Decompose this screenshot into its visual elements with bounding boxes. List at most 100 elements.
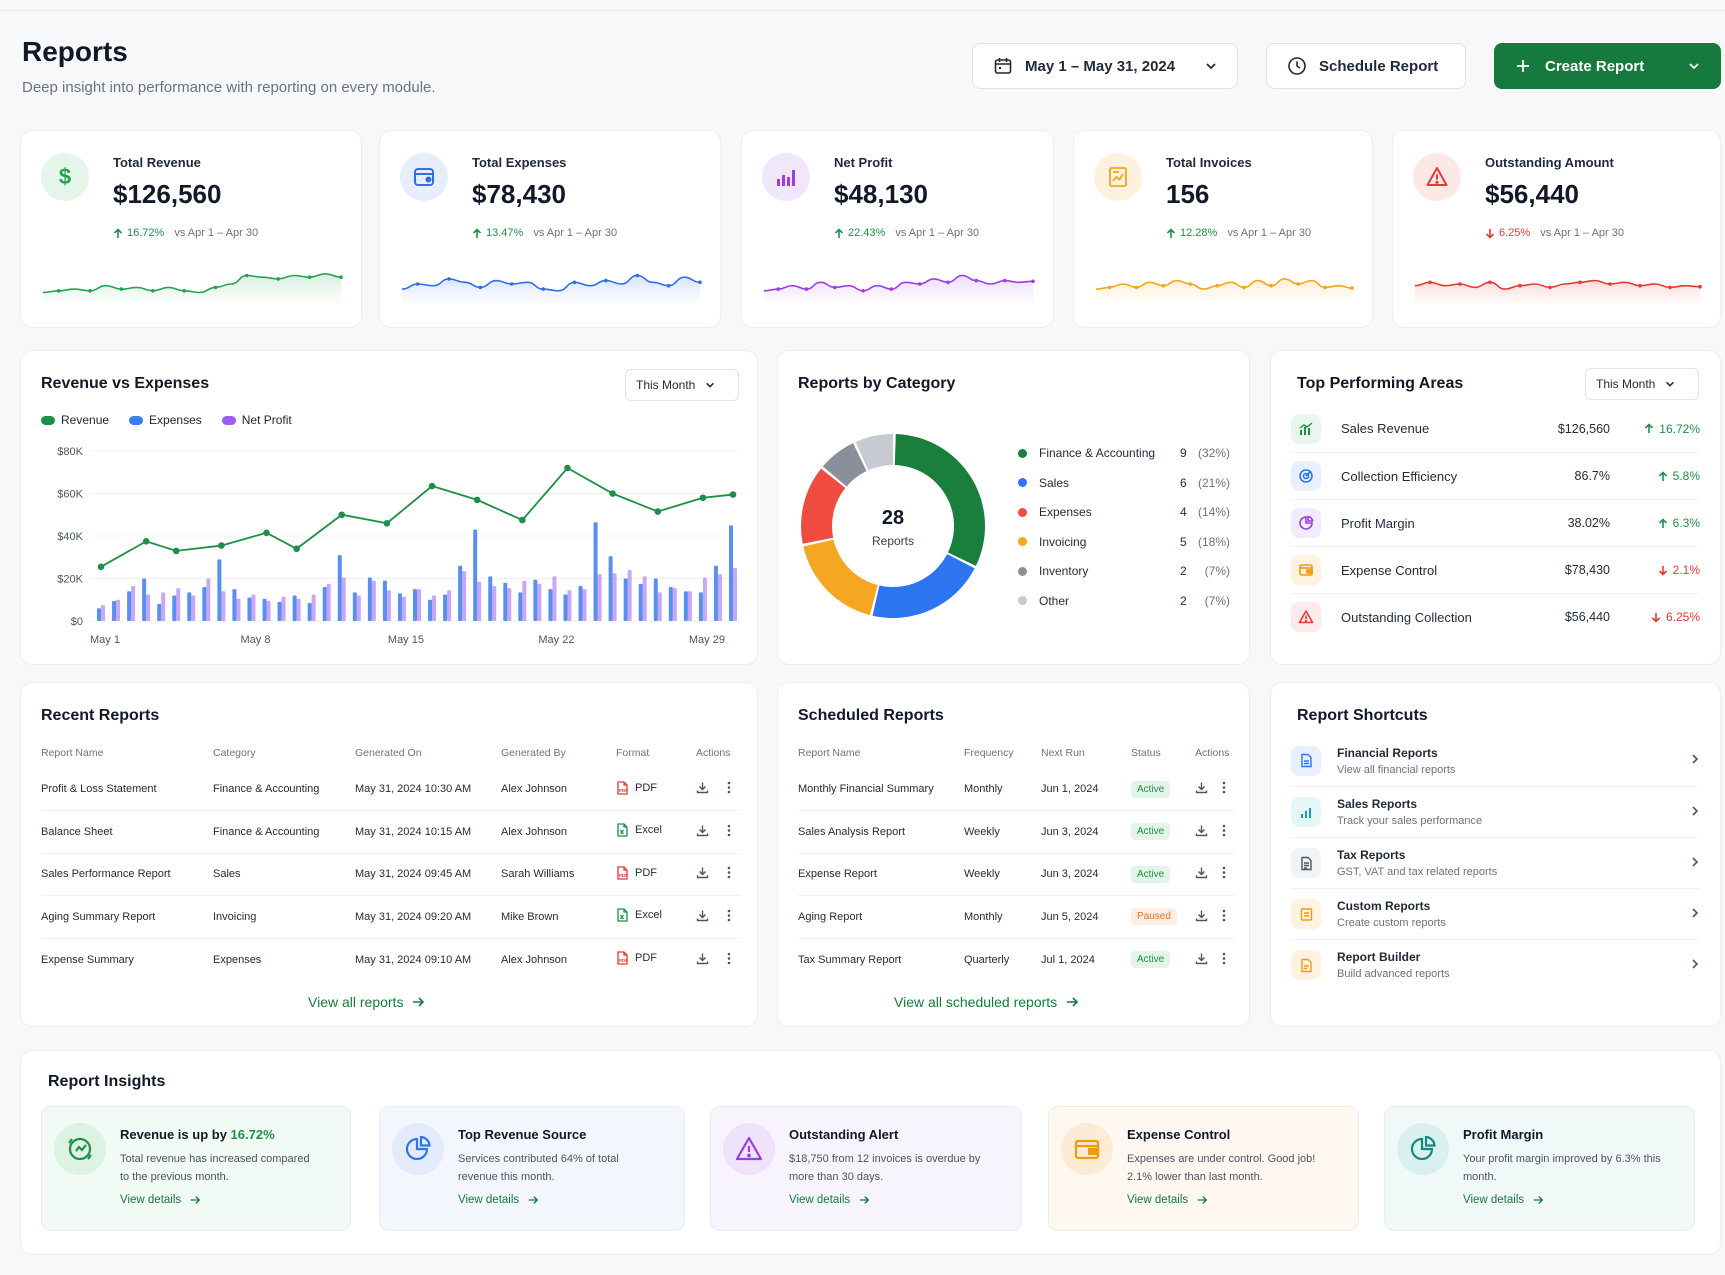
scheduled-report-name[interactable]: Aging Report (798, 895, 964, 938)
shortcut-item-sales-reports[interactable]: Sales Reports Track your sales performanc… (1291, 786, 1700, 837)
download-icon[interactable] (1195, 866, 1208, 879)
top-area-row[interactable]: Sales Revenue $126,560 16.72% (1291, 405, 1700, 452)
kpi-sparkline-point (1548, 285, 1552, 290)
shortcut-item-tax-reports[interactable]: Tax Reports GST, VAT and tax related repo… (1291, 837, 1700, 888)
table-row[interactable]: Tax Summary Report Quarterly Jul 1, 2024 Ac… (798, 937, 1235, 981)
bar-expenses (157, 604, 162, 621)
table-row[interactable]: Profit & Loss Statement Finance & Account… (41, 768, 741, 811)
kpi-label: Net Profit (834, 155, 893, 170)
table-row[interactable]: Expense Summary Expenses May 31, 2024 09:1… (41, 937, 741, 981)
download-icon[interactable] (696, 866, 709, 879)
report-name[interactable]: Aging Summary Report (41, 895, 213, 938)
insight-view-details-link[interactable]: View details (458, 1194, 539, 1206)
table-row[interactable]: Aging Summary Report Invoicing May 31, 202… (41, 895, 741, 938)
category-pct: (7%) (1204, 564, 1230, 578)
kpi-sparkline-area (1096, 278, 1352, 305)
kpi-sparkline-point (88, 289, 92, 293)
action-buttons (696, 952, 731, 965)
reports-by-category-card: Reports by Category 28 Reports Finance &… (777, 350, 1250, 665)
more-vertical-icon[interactable] (1222, 866, 1226, 879)
kpi-card-total-expenses[interactable]: Total Expenses $78,430 13.47% vs Apr 1 – Ap… (379, 130, 721, 328)
table-row[interactable]: Monthly Financial Summary Monthly Jun 1, 2… (798, 768, 1235, 811)
shortcut-item-custom-reports[interactable]: Custom Reports Create custom reports (1291, 888, 1700, 939)
top-areas-period-label: This Month (1596, 377, 1656, 391)
scheduled-report-name[interactable]: Expense Report (798, 852, 964, 896)
download-icon[interactable] (696, 909, 709, 922)
revenue-period-dropdown[interactable]: This Month (625, 369, 739, 401)
view-all-scheduled-link[interactable]: View all scheduled reports (894, 994, 1079, 1010)
more-vertical-icon[interactable] (1222, 952, 1226, 965)
insight-title-text: Top Revenue Source (458, 1127, 587, 1142)
top-performing-areas-card: Top Performing Areas This Month Sales Re… (1270, 350, 1721, 665)
top-area-row[interactable]: Outstanding Collection $56,440 6.25% (1291, 593, 1700, 640)
schedule-report-button[interactable]: Schedule Report (1266, 43, 1466, 89)
view-all-reports-link[interactable]: View all reports (308, 994, 425, 1010)
download-icon[interactable] (696, 824, 709, 837)
insight-card[interactable]: Outstanding Alert $18,750 from 12 invoice… (710, 1106, 1022, 1231)
shortcut-desc: View all financial reports (1337, 763, 1456, 776)
point-revenue (473, 496, 481, 504)
arrow-right-icon (190, 1196, 201, 1204)
kpi-card-total-invoices[interactable]: Total Invoices 156 12.28% vs Apr 1 – Apr 30 (1073, 130, 1373, 328)
more-vertical-icon[interactable] (1222, 781, 1226, 794)
chevron-down-icon[interactable] (1688, 60, 1700, 72)
download-icon[interactable] (696, 952, 709, 965)
insight-card[interactable]: Profit Margin Your profit margin improved… (1384, 1106, 1695, 1231)
row-actions (696, 895, 741, 938)
insight-card[interactable]: Revenue is up by 16.72% Total revenue has… (41, 1106, 351, 1231)
download-icon[interactable] (1195, 781, 1208, 794)
top-areas-period-dropdown[interactable]: This Month (1585, 368, 1699, 400)
x-tick-label: May 8 (240, 634, 270, 646)
date-range-picker[interactable]: May 1 – May 31, 2024 (972, 43, 1238, 89)
insight-view-details-link[interactable]: View details (1127, 1194, 1208, 1206)
scheduled-report-name[interactable]: Sales Analysis Report (798, 810, 964, 853)
table-row[interactable]: Sales Analysis Report Weekly Jun 3, 2024 Ac… (798, 810, 1235, 853)
more-vertical-icon[interactable] (727, 866, 731, 879)
report-name[interactable]: Sales Performance Report (41, 852, 213, 896)
top-area-row[interactable]: Profit Margin 38.02% 6.3% (1291, 499, 1700, 546)
more-vertical-icon[interactable] (1222, 909, 1226, 922)
more-vertical-icon[interactable] (1222, 824, 1226, 837)
kpi-card-outstanding-amount[interactable]: Outstanding Amount $56,440 6.25% vs Apr 1 –… (1392, 130, 1721, 328)
shortcut-item-financial-reports[interactable]: Financial Reports View all financial repo… (1291, 735, 1700, 786)
download-icon[interactable] (696, 781, 709, 794)
insight-view-details-link[interactable]: View details (120, 1194, 201, 1206)
bar-expenses (247, 597, 252, 621)
more-vertical-icon[interactable] (727, 781, 731, 794)
kpi-card-net-profit[interactable]: Net Profit $48,130 22.43% vs Apr 1 – Apr 30 (741, 130, 1054, 328)
insight-view-details-link[interactable]: View details (789, 1194, 870, 1206)
top-area-row[interactable]: Collection Efficiency 86.7% 5.8% (1291, 452, 1700, 499)
kpi-delta: 13.47% vs Apr 1 – Apr 30 (472, 227, 617, 239)
kpi-card-total-revenue[interactable]: $ Total Revenue $126,560 16.72% vs Apr 1 – A… (20, 130, 362, 328)
insight-card[interactable]: Top Revenue Source Services contributed 6… (379, 1106, 685, 1231)
scheduled-report-name[interactable]: Tax Summary Report (798, 937, 964, 981)
more-vertical-icon[interactable] (727, 952, 731, 965)
report-name[interactable]: Profit & Loss Statement (41, 783, 157, 795)
more-vertical-icon[interactable] (727, 909, 731, 922)
top-area-row[interactable]: Expense Control $78,430 2.1% (1291, 546, 1700, 593)
table-row[interactable]: Sales Performance Report Sales May 31, 202… (41, 852, 741, 896)
download-icon[interactable] (1195, 824, 1208, 837)
insight-body: Total revenue has increased compared to … (120, 1153, 310, 1183)
insight-view-details-link[interactable]: View details (1463, 1194, 1544, 1206)
report-name[interactable]: Expense Summary (41, 937, 213, 981)
scheduled-report-name[interactable]: Monthly Financial Summary (798, 783, 934, 795)
shortcut-name: Report Builder (1337, 950, 1421, 964)
kpi-delta: 22.43% vs Apr 1 – Apr 30 (834, 227, 979, 239)
table-row[interactable]: Balance Sheet Finance & Accounting May 31,… (41, 810, 741, 853)
insight-card[interactable]: Expense Control Expenses are under contro… (1048, 1106, 1359, 1231)
download-icon[interactable] (1195, 909, 1208, 922)
format-badge: PDF PDF (616, 866, 657, 880)
invoice-chart-icon (1094, 153, 1142, 201)
top-area-delta-text: 2.1% (1672, 563, 1700, 577)
table-row[interactable]: Expense Report Weekly Jun 3, 2024 Active (798, 852, 1235, 896)
shortcut-item-report-builder[interactable]: Report Builder Build advanced reports (1291, 939, 1700, 990)
create-report-button[interactable]: Create Report (1494, 43, 1721, 89)
kpi-delta-text: 6.25% (1499, 227, 1531, 239)
arrow-right-icon (413, 997, 425, 1007)
download-icon[interactable] (1195, 952, 1208, 965)
table-row[interactable]: Aging Report Monthly Jun 5, 2024 Paused (798, 895, 1235, 938)
donut-slice-other (855, 434, 893, 471)
report-name[interactable]: Balance Sheet (41, 810, 213, 853)
more-vertical-icon[interactable] (727, 824, 731, 837)
